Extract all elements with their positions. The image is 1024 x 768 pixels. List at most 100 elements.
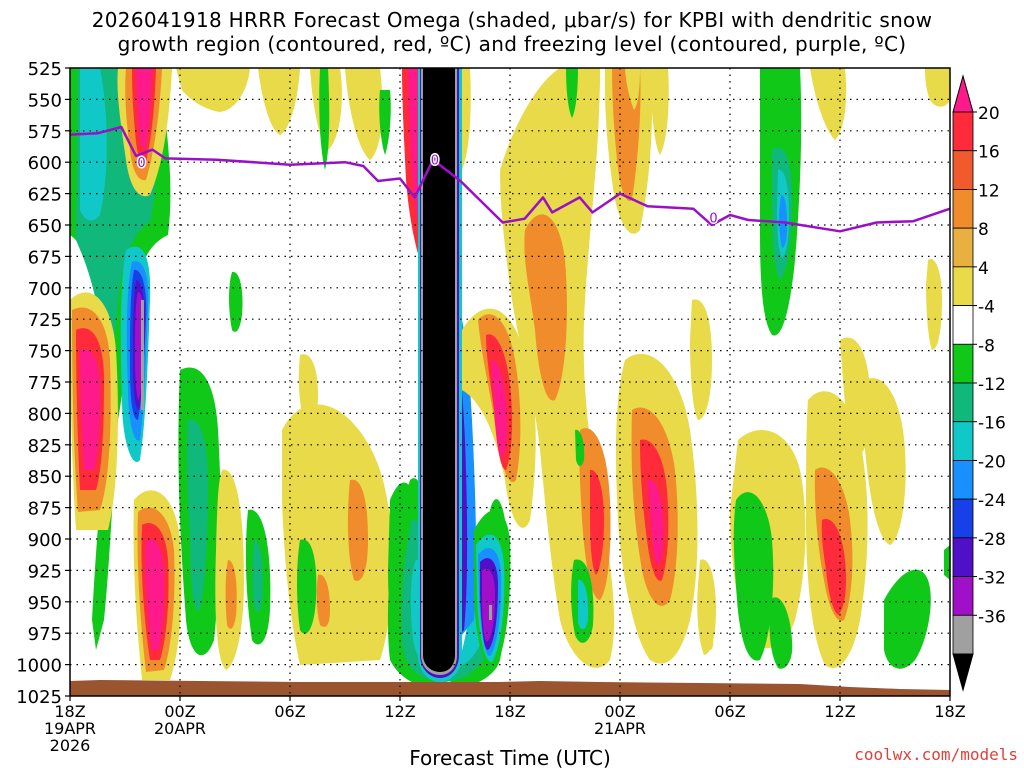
y-tick-label: 550 [28,90,62,111]
colorbar: 20 16 12 8 4 -4 -8 -12 -16 -20 -24 -28 -32 -36 [952,74,1006,692]
x-tick-label: 00Z [604,702,635,721]
y-tick-label: 750 [28,342,62,363]
colorbar-bin [952,305,974,345]
omega-fill [80,68,107,221]
colorbar-bin [952,343,974,384]
x-tick-label: 06Z [274,702,305,721]
x-tick-label: 12Z [824,702,855,721]
y-tick-label: 1025 [16,687,62,708]
colorbar-label: 12 [978,181,1000,201]
x-tick-label: 06Z [714,702,745,721]
omega-fill [578,579,589,630]
y-tick-label: 1000 [16,656,62,677]
omega-region-lower-left-descent [70,292,118,530]
y-tick-label: 525 [28,59,62,80]
x-tick-date: 19APR [44,719,96,738]
freezing-level-label: 0 [431,154,439,169]
omega-region-descent-afternoon [462,68,615,668]
omega-fill [410,559,489,675]
x-tick-year: 2026 [50,736,91,755]
y-tick-label: 925 [28,561,62,582]
omega-shading [70,68,950,690]
colorbar-label: 20 [978,104,1000,124]
omega-region-low-descent-00z [133,490,182,680]
colorbar-bin [952,382,974,423]
chart-title-line-2: growth region (contoured, red, ºC) and f… [117,32,907,56]
colorbar-bin [952,537,974,577]
omega-region-descent-evening [604,68,716,664]
colorbar-label: -20 [978,452,1006,472]
colorbar-bin [952,150,974,190]
y-axis: 525 550 575 600 625 650 675 700 725 750 775 800 825 8… [16,59,70,708]
omega-fill [319,68,330,170]
omega-fill [252,540,263,612]
colorbar-label: -12 [978,375,1006,395]
omega-region-strong-ascent [387,68,511,690]
omega-fill [141,300,144,410]
omega-fill [492,360,507,458]
omega-region-upper-descent [117,68,172,197]
x-tick-label: 12Z [384,702,415,721]
omega-fill [145,538,165,650]
omega-fill [884,569,931,669]
omega-fill [489,605,492,620]
colorbar-bin [952,227,974,268]
omega-fill [944,545,950,580]
freezing-level: 0 0 0 [69,125,951,233]
omega-region-descent-overnight [730,68,950,669]
y-tick-label: 975 [28,624,62,645]
colorbar-bin [952,653,974,692]
colorbar-bin [952,614,974,655]
y-tick-label: 850 [28,467,62,488]
omega-fill [229,271,243,332]
colorbar-bin [952,421,974,461]
omega-fill [187,419,208,611]
y-tick-label: 825 [28,436,62,457]
x-tick-date: 21APR [594,719,646,738]
x-tick-label: 18Z [934,702,965,721]
omega-fill [769,597,793,669]
colorbar-label: 8 [978,220,989,240]
omega-fill [136,68,152,150]
y-tick-label: 650 [28,216,62,237]
y-tick-label: 700 [28,279,62,300]
omega-fill [423,68,455,672]
omega-fill [347,479,368,581]
colorbar-bin [952,460,974,500]
grid [70,68,950,696]
y-tick-label: 875 [28,499,62,520]
omega-fill [575,429,585,466]
omega-fill [80,349,100,470]
colorbar-label: -8 [978,336,995,356]
x-tick-label: 18Z [54,702,85,721]
colorbar-label: -32 [978,569,1006,589]
colorbar-label: -24 [978,491,1006,511]
omega-fill [733,492,774,661]
colorbar-bin [952,189,974,229]
omega-fill [926,259,942,350]
omega-fill [840,337,871,455]
omega-fill [297,539,317,634]
x-tick-label: 18Z [494,702,525,721]
freezing-level-line [69,125,951,233]
colorbar-label: 16 [978,143,1000,163]
chart-title-line-1: 2026041918 HRRR Forecast Omega (shaded, … [91,8,933,32]
omega-fill [648,479,664,565]
colorbar-bin [952,576,974,616]
omega-fill [925,68,950,107]
omega-fill [566,68,578,118]
colorbar-bin [952,74,974,113]
omega-fill [225,560,237,629]
colorbar-bin [952,266,974,306]
x-tick-date: 20APR [154,719,206,738]
omega-fill [379,90,391,155]
omega-fill [482,568,495,642]
colorbar-label: 4 [978,259,989,279]
x-tick-label: 00Z [164,702,195,721]
colorbar-label: -16 [978,414,1006,434]
omega-fill [524,214,567,401]
omega-fill [316,574,330,627]
colorbar-label: -4 [978,298,995,318]
omega-fill [706,619,714,651]
